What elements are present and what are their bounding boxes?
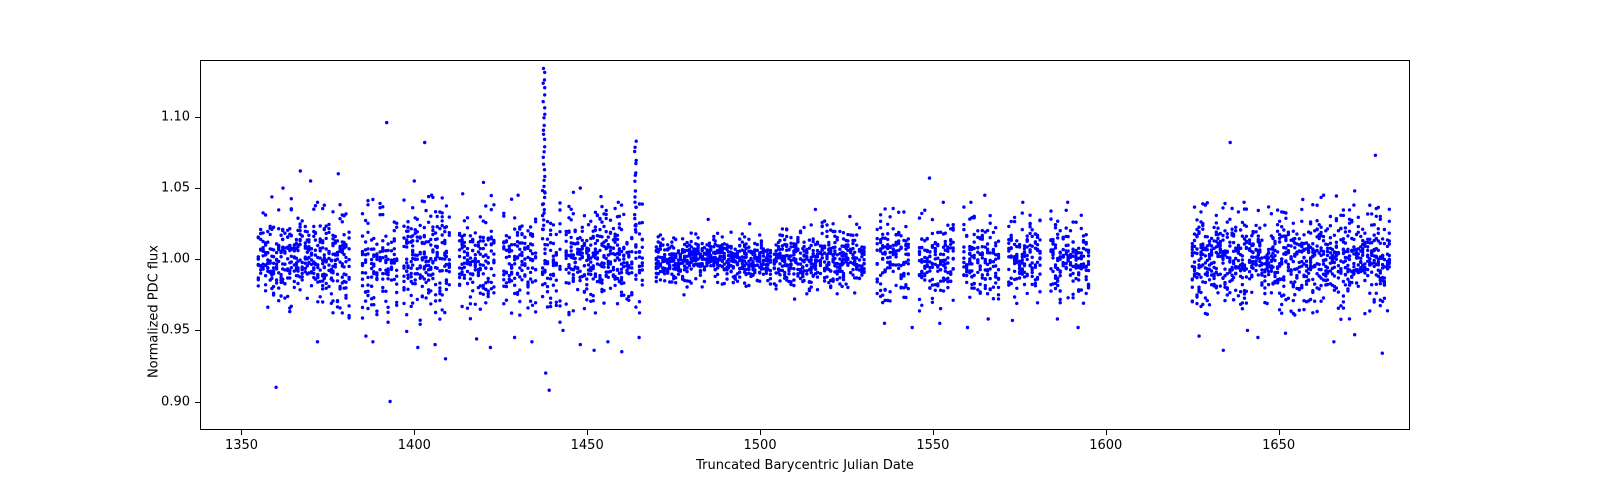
x-tick	[1279, 430, 1280, 435]
x-tick	[760, 430, 761, 435]
x-tick-label: 1550	[916, 438, 949, 453]
y-tick-label: 0.95	[161, 323, 190, 338]
y-tick	[195, 330, 200, 331]
x-axis-label: Truncated Barycentric Julian Date	[696, 458, 914, 473]
y-tick	[195, 117, 200, 118]
figure: Truncated Barycentric Julian Date Normal…	[0, 0, 1600, 500]
x-tick	[1106, 430, 1107, 435]
x-tick-label: 1400	[398, 438, 431, 453]
y-tick-label: 1.00	[161, 252, 190, 267]
y-tick	[195, 188, 200, 189]
x-tick	[241, 430, 242, 435]
scatter-plot	[200, 60, 1410, 430]
x-tick	[587, 430, 588, 435]
y-axis-label: Normalized PDC flux	[147, 245, 162, 378]
x-tick	[933, 430, 934, 435]
x-tick	[414, 430, 415, 435]
y-tick	[195, 402, 200, 403]
x-tick-label: 1450	[571, 438, 604, 453]
x-tick-label: 1500	[744, 438, 777, 453]
axes: Truncated Barycentric Julian Date Normal…	[200, 60, 1410, 430]
x-tick-label: 1600	[1089, 438, 1122, 453]
y-tick-label: 1.05	[161, 181, 190, 196]
y-tick-label: 0.90	[161, 394, 190, 409]
x-tick-label: 1350	[225, 438, 258, 453]
x-tick-label: 1650	[1262, 438, 1295, 453]
y-tick	[195, 259, 200, 260]
y-tick-label: 1.10	[161, 109, 190, 124]
